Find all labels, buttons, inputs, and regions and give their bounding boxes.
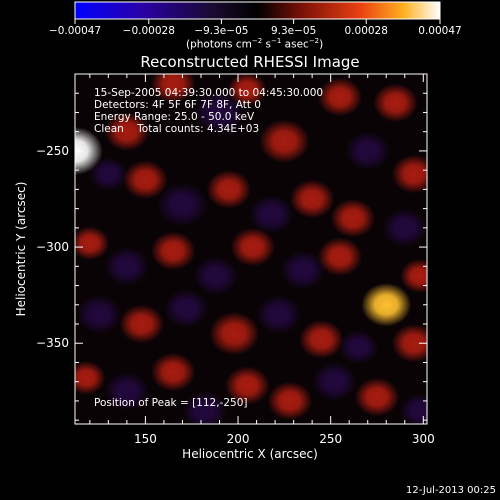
negative-blob <box>104 247 150 286</box>
negative-blob <box>256 295 302 334</box>
positive-blob <box>361 283 412 327</box>
overlay-time-range: 15-Sep-2005 04:39:30.000 to 04:45:30.000 <box>94 87 324 99</box>
positive-blob <box>391 154 427 194</box>
negative-blob <box>382 208 427 248</box>
negative-blob <box>400 393 427 424</box>
x-tick-label: 200 <box>227 432 250 446</box>
colorbar-tick-label: −0.00047 <box>48 25 102 37</box>
negative-blob <box>76 295 122 334</box>
positive-blob <box>209 311 260 356</box>
positive-blob <box>330 198 376 238</box>
colorbar-tick-label: 0.00028 <box>344 25 388 37</box>
plot-frame <box>74 73 428 425</box>
x-tick-label: 150 <box>134 432 157 446</box>
positive-blob <box>150 352 196 392</box>
x-tick-label: 250 <box>319 432 342 446</box>
positive-blob <box>230 227 276 267</box>
positive-blob <box>354 377 400 417</box>
y-tick-label: −250 <box>36 144 69 158</box>
negative-blob <box>193 256 239 296</box>
positive-blob <box>289 179 335 219</box>
image-blobs <box>75 74 427 424</box>
chart-title: Reconstructed RHESSI Image <box>140 53 360 71</box>
axis-tick-labels: 150 200 250 300 −250 −300 −350 <box>36 144 435 446</box>
positive-blob <box>75 226 110 261</box>
positive-blob <box>400 259 427 293</box>
x-axis-label: Heliocentric X (arcsec) <box>182 447 318 461</box>
negative-blob <box>182 391 227 424</box>
positive-blob <box>373 83 418 123</box>
positive-blob <box>119 304 164 344</box>
negative-blob <box>194 90 245 135</box>
y-tick-label: −350 <box>36 336 69 350</box>
negative-blob <box>345 131 390 171</box>
positive-blob <box>317 237 363 276</box>
negative-blob <box>339 330 378 364</box>
negative-blob <box>249 195 294 234</box>
overlay-detectors: Detectors: 4F 5F 6F 7F 8F, Att 0 <box>94 99 261 111</box>
negative-blob <box>104 372 150 411</box>
overlay-total-counts: Clean Total counts: 4.34E+03 <box>94 123 260 135</box>
positive-blob <box>317 77 363 117</box>
axis-ticks <box>75 73 427 424</box>
x-tick-label: 300 <box>412 432 435 446</box>
positive-blob <box>225 366 270 405</box>
colorbar-tick-label: −0.00028 <box>122 25 175 37</box>
negative-blob <box>157 183 208 227</box>
negative-blob <box>88 157 128 191</box>
positive-blob <box>206 170 251 209</box>
positive-blob <box>259 119 310 163</box>
positive-blob <box>267 381 313 421</box>
footer-timestamp: 12-Jul-2013 00:25 <box>405 485 496 496</box>
negative-blob <box>163 289 209 328</box>
positive-blob <box>75 360 106 395</box>
colorbar-tick-label: −9.3e−05 <box>194 25 249 37</box>
overlay-energy-range: Energy Range: 25.0 - 50.0 keV <box>94 111 255 123</box>
positive-blob <box>150 74 196 103</box>
negative-blob <box>312 362 357 401</box>
positive-blob <box>123 160 168 200</box>
positive-blob <box>150 231 196 271</box>
colorbar-tick-label: 9.3e−05 <box>270 25 317 37</box>
colorbar <box>74 1 441 24</box>
positive-blob <box>391 323 427 363</box>
colorbar-unit-label: (photons cm−2 s−1 asec−2) <box>186 37 324 51</box>
negative-blob <box>280 250 326 290</box>
colorbar-tick-label: 0.00047 <box>418 25 462 37</box>
y-tick-label: −300 <box>36 240 69 254</box>
colorbar-gradient <box>74 1 441 20</box>
positive-blob <box>299 320 344 359</box>
positive-blob <box>104 112 150 151</box>
y-axis-label: Heliocentric Y (arcsec) <box>14 182 28 317</box>
positive-blob <box>227 74 267 107</box>
overlay-peak-position: Position of Peak = [112,-250] <box>94 397 248 409</box>
